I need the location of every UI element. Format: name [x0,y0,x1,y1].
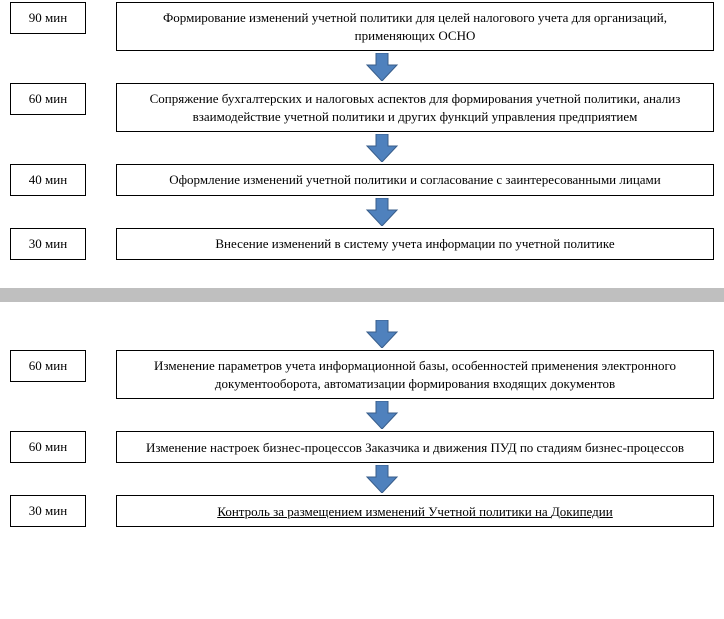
step-text-prefix: Контроль за размещением изменений Учетно… [217,504,551,519]
arrow-down-icon [0,401,724,429]
step-text: Сопряжение бухгалтерских и налоговых асп… [150,91,681,124]
step-box: Внесение изменений в систему учета инфор… [116,228,714,260]
step-text: Контроль за размещением изменений Учетно… [217,503,612,521]
step-box: Оформление изменений учетной политики и … [116,164,714,196]
step-row: 60 мин Изменение настроек бизнес-процесс… [0,429,724,465]
time-box: 60 мин [10,431,86,463]
time-box: 60 мин [10,350,86,382]
step-box: Контроль за размещением изменений Учетно… [116,495,714,527]
step-box: Сопряжение бухгалтерских и налоговых асп… [116,83,714,132]
arrow-down-icon [0,198,724,226]
time-box: 30 мин [10,228,86,260]
step-text: Формирование изменений учетной политики … [163,10,667,43]
step-text-link: Докипедии [551,504,613,519]
time-box: 40 мин [10,164,86,196]
step-text: Внесение изменений в систему учета инфор… [215,235,614,253]
time-box: 90 мин [10,2,86,34]
flowchart: 90 мин Формирование изменений учетной по… [0,0,724,529]
step-row: 30 мин Внесение изменений в систему учет… [0,226,724,262]
arrow-down-icon [0,320,724,348]
time-box: 30 мин [10,495,86,527]
step-row: 40 мин Оформление изменений учетной поли… [0,162,724,198]
step-text: Изменение настроек бизнес-процессов Зака… [146,439,684,457]
arrow-down-icon [0,465,724,493]
step-row: 90 мин Формирование изменений учетной по… [0,0,724,53]
step-box: Формирование изменений учетной политики … [116,2,714,51]
step-text: Оформление изменений учетной политики и … [169,171,661,189]
step-row: 60 мин Изменение параметров учета информ… [0,348,724,401]
section-divider [0,288,724,302]
step-text: Изменение параметров учета информационно… [154,358,676,391]
step-row: 60 мин Сопряжение бухгалтерских и налого… [0,81,724,134]
arrow-down-icon [0,134,724,162]
time-box: 60 мин [10,83,86,115]
step-row: 30 мин Контроль за размещением изменений… [0,493,724,529]
step-box: Изменение параметров учета информационно… [116,350,714,399]
arrow-down-icon [0,53,724,81]
step-box: Изменение настроек бизнес-процессов Зака… [116,431,714,463]
